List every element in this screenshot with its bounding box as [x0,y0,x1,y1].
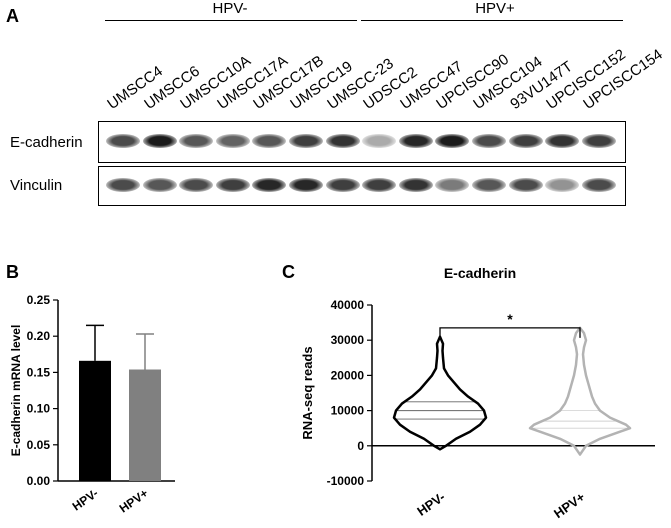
bar-chart: 0.00 0.05 0.10 0.15 0.20 0.25 E-cadherin mRNA … [9,293,175,516]
blot-band [289,134,323,148]
blot-band [508,178,543,192]
blot-band [215,178,250,192]
bar [79,360,111,481]
blot-band [398,178,433,192]
blot-band [472,178,506,192]
violin [392,335,488,451]
y-tick-label: 10000 [331,404,365,418]
blot-band [435,134,470,148]
blot-band [325,134,360,148]
panel-a-letter: A [6,6,19,26]
blot-band [142,178,177,192]
y-tick-label: 0.20 [27,329,51,343]
significance-marker: * [507,311,513,327]
blot-band [435,178,470,192]
bar [129,369,161,481]
row-label-vinculin: Vinculin [10,177,63,194]
y-axis-label: E-cadherin mRNA level [9,325,23,457]
group-label-hpv-positive: HPV+ [475,0,515,17]
panel-b-letter: B [6,262,19,282]
blot-vinculin [98,166,626,206]
blot-band [581,178,616,192]
x-tick-label: HPV- [70,486,101,514]
x-tick-label: HPV+ [117,486,151,516]
x-tick-label: HPV+ [551,489,588,521]
y-tick-label: 20000 [331,368,365,382]
y-tick-label: 30000 [331,333,365,347]
blot-band [581,134,616,148]
blot-band [362,178,397,192]
y-tick-label: 0 [357,439,364,453]
y-tick-label: 40000 [331,298,365,312]
y-tick-label: 0.10 [27,402,51,416]
blot-band [142,134,177,148]
group-rule-hpv-negative [105,20,357,21]
blot-band [545,134,580,148]
y-tick-label: 0.15 [27,365,51,379]
y-tick-label: -10000 [327,474,365,488]
blot-band [289,178,323,192]
violin-chart: E-cadherin -10000 0 10000 20000 30000 40000 RNA… [300,265,655,521]
blot-band [106,178,140,192]
blot-band [106,134,140,148]
blot-band [545,178,580,192]
group-label-hpv-negative: HPV- [212,0,248,17]
blot-band [508,134,543,148]
blot-band [215,134,250,148]
panel-c-letter: C [282,262,295,282]
significance-bracket [439,327,581,338]
blot-band [325,178,360,192]
blot-band [362,134,397,148]
chart-title: E-cadherin [444,265,516,281]
x-tick-label: HPV- [414,489,447,519]
y-tick-label: 0.05 [27,438,51,452]
blot-band [472,134,506,148]
blot-band [398,134,433,148]
group-rule-hpv-positive [361,20,623,21]
blot-e-cadherin [98,121,626,163]
blot-band [179,134,214,148]
y-tick-label: 0.00 [27,474,51,488]
y-tick-label: 0.25 [27,293,51,307]
violin [528,326,632,456]
blot-band [252,134,287,148]
y-axis-label: RNA-seq reads [300,346,315,439]
blot-band [252,178,287,192]
blot-band [179,178,214,192]
row-label-e-cadherin: E-cadherin [10,134,83,151]
